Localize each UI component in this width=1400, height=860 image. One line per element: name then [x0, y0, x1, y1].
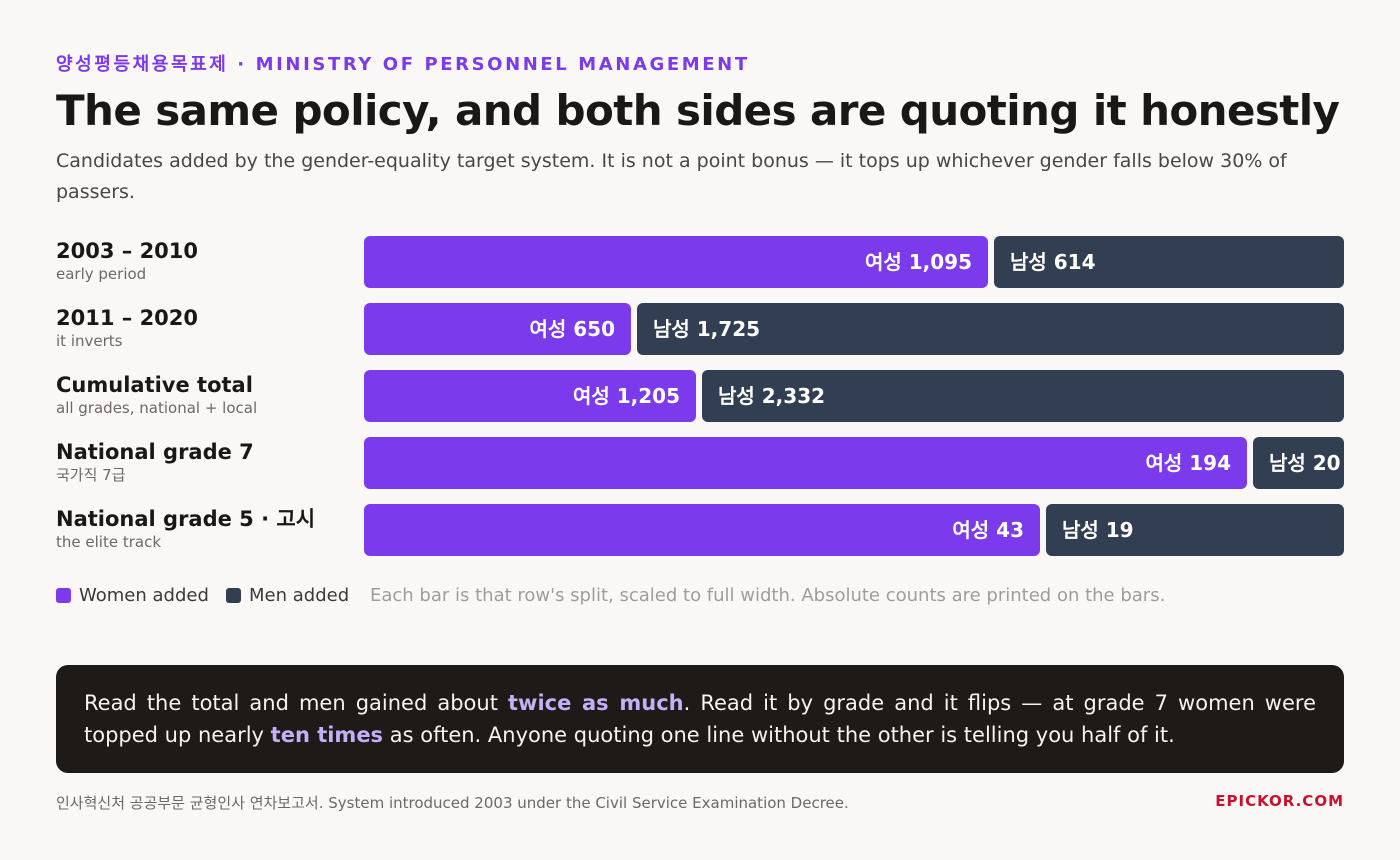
- bar-track: 여성 1,205 남성 2,332: [364, 370, 1344, 422]
- bar-segment-women: 여성 43: [364, 504, 1040, 556]
- chart-row: 2011 – 2020 it inverts 여성 650 남성 1,725: [56, 303, 1344, 355]
- category-label: National grade 5 · 고시: [56, 507, 316, 531]
- bar-segment-men: 남성 20: [1253, 437, 1344, 489]
- kicker: 양성평등채용목표제 · MINISTRY OF PERSONNEL MANAGE…: [56, 54, 750, 75]
- row-label: National grade 5 · 고시 the elite track: [56, 506, 356, 552]
- bar-segment-men: 남성 19: [1046, 504, 1344, 556]
- chart-note: Each bar is that row's split, scaled to …: [370, 585, 1166, 606]
- bar-segment-men: 남성 1,725: [637, 303, 1344, 355]
- chart-row: National grade 7 국가직 7급 여성 194 남성 20: [56, 437, 1344, 489]
- legend-item-women: Women added: [56, 584, 209, 608]
- category-label: 2011 – 2020: [56, 306, 199, 330]
- page-title: The same policy, and both sides are quot…: [56, 86, 1340, 135]
- category-note: all grades, national + local: [56, 399, 258, 417]
- category-note: early period: [56, 265, 147, 283]
- callout-text-3: as often. Anyone quoting one line withou…: [383, 723, 1175, 747]
- subtitle: Candidates added by the gender-equality …: [56, 150, 1287, 203]
- bar-track: 여성 1,095 남성 614: [364, 236, 1344, 288]
- category-label: Cumulative total: [56, 373, 253, 397]
- bar-segment-women: 여성 1,095: [364, 236, 988, 288]
- row-label: 2011 – 2020 it inverts: [56, 305, 356, 351]
- callout-text-2: . Read it by grade and it flips — at gra…: [84, 691, 1316, 747]
- bar-segment-men: 남성 2,332: [702, 370, 1344, 422]
- row-label: National grade 7 국가직 7급: [56, 439, 356, 485]
- bar-track: 여성 650 남성 1,725: [364, 303, 1344, 355]
- category-note: it inverts: [56, 332, 123, 350]
- callout-text-1: Read the total and men gained about: [84, 691, 508, 715]
- bar-track: 여성 194 남성 20: [364, 437, 1344, 489]
- chart-row: National grade 5 · 고시 the elite track 여성 4…: [56, 504, 1344, 556]
- legend-label-men: Men added: [249, 585, 350, 606]
- callout-highlight-2: ten times: [270, 723, 384, 747]
- legend-swatch-women: [56, 588, 71, 603]
- bar-segment-women: 여성 650: [364, 303, 631, 355]
- bar-segment-men: 남성 614: [994, 236, 1344, 288]
- category-note: the elite track: [56, 533, 161, 551]
- legend-swatch-men: [226, 588, 241, 603]
- callout-highlight-1: twice as much: [508, 691, 684, 715]
- chart-row: Cumulative total all grades, national + l…: [56, 370, 1344, 422]
- legend-item-men: Men added: [226, 584, 349, 608]
- chart-row: 2003 – 2010 early period 여성 1,095 남성 614: [56, 236, 1344, 288]
- bar-segment-women: 여성 1,205: [364, 370, 696, 422]
- row-label: 2003 – 2010 early period: [56, 238, 356, 284]
- brand-link[interactable]: EPICKOR.COM: [1215, 792, 1344, 810]
- source-note: 인사혁신처 공공부문 균형인사 연차보고서. System introduced…: [56, 794, 849, 812]
- category-label: National grade 7: [56, 440, 254, 464]
- legend-label-women: Women added: [79, 585, 209, 606]
- row-label: Cumulative total all grades, national + l…: [56, 372, 356, 418]
- bar-track: 여성 43 남성 19: [364, 504, 1344, 556]
- callout-box: Read the total and men gained about twic…: [56, 665, 1344, 773]
- legend: Women added Men added Each bar is that r…: [56, 584, 1344, 608]
- bar-segment-women: 여성 194: [364, 437, 1247, 489]
- category-label: 2003 – 2010: [56, 239, 199, 263]
- category-note: 국가직 7급: [56, 466, 126, 484]
